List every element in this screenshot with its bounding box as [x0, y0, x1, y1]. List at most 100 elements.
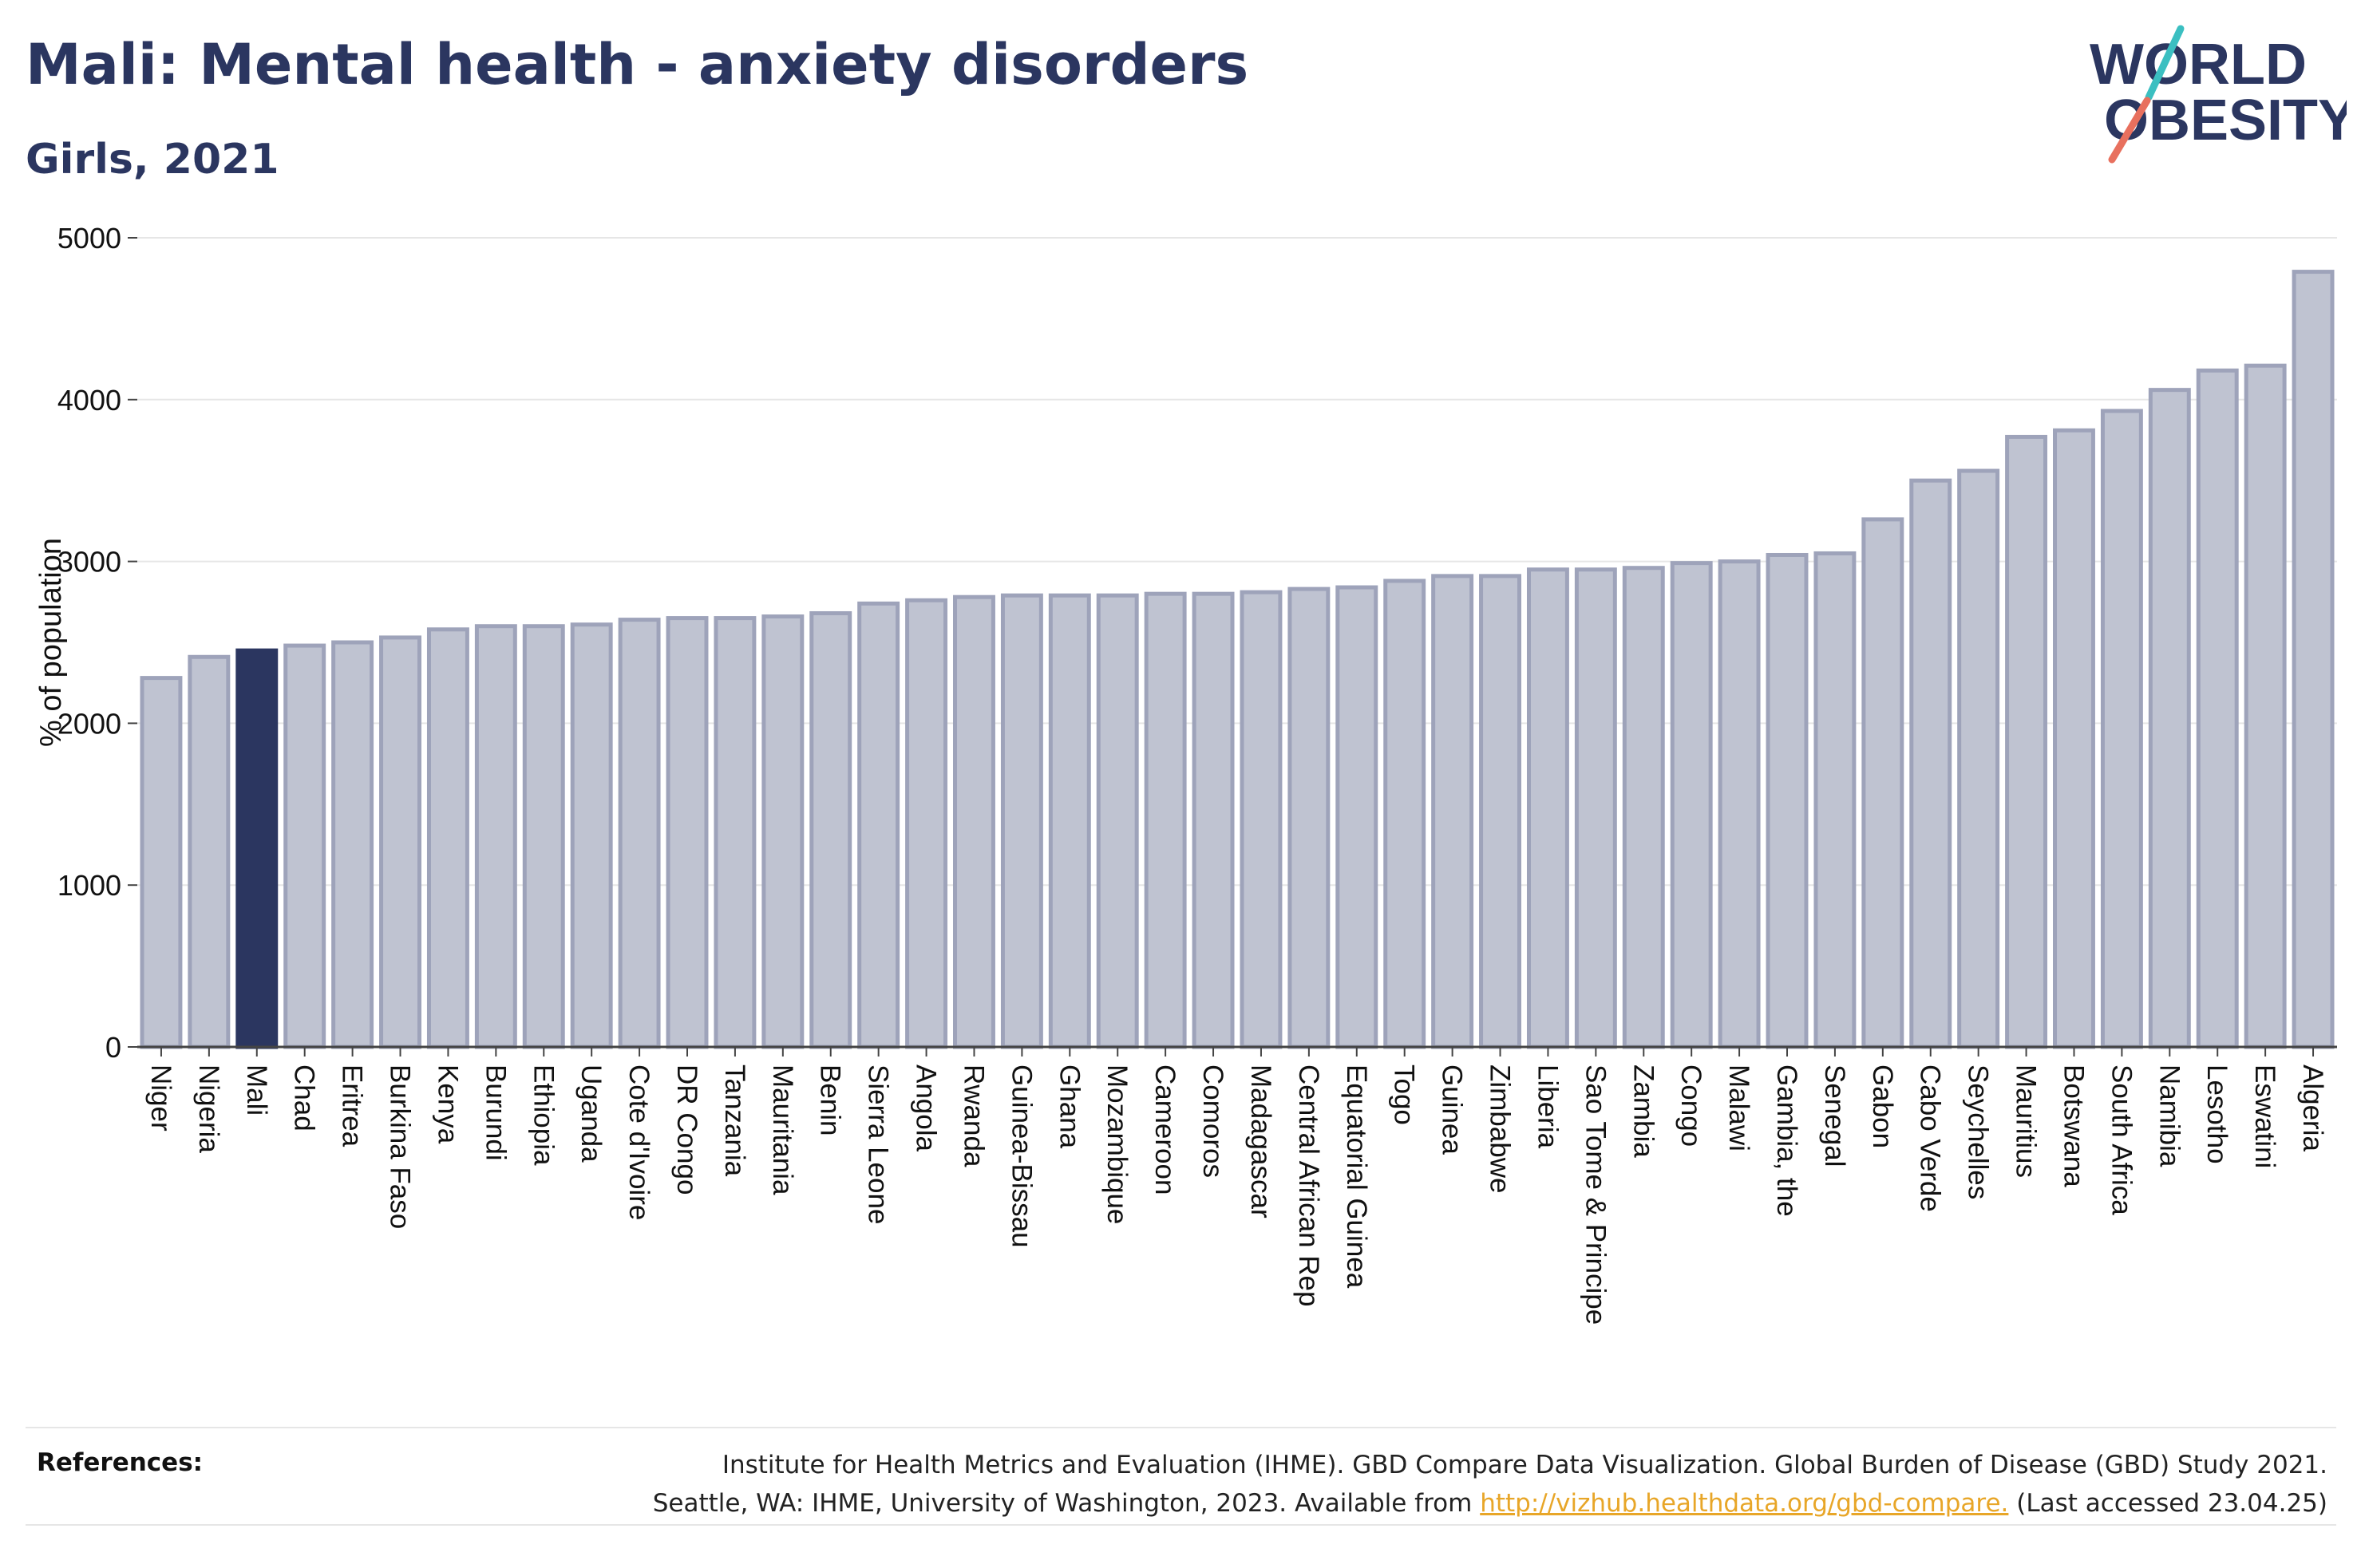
x-tick-label: Sao Tome & Principe: [1580, 1064, 1611, 1325]
bar: [522, 624, 565, 1049]
x-tick-label: Tanzania: [719, 1064, 750, 1177]
reference-line-2-prefix: Seattle, WA: IHME, University of Washing…: [652, 1489, 1481, 1518]
x-tick-label: Rwanda: [958, 1064, 989, 1167]
x-tick-label: Cote d'Ivoire: [623, 1064, 655, 1220]
x-tick-label: Ghana: [1054, 1064, 1085, 1149]
bar: [570, 622, 613, 1049]
bar: [1813, 551, 1857, 1049]
bar: [474, 624, 517, 1049]
x-tick-label: Kenya: [432, 1064, 463, 1144]
x-tick-label: Guinea: [1437, 1064, 1468, 1155]
x-tick-label: Lesotho: [2201, 1064, 2232, 1164]
y-axis-ticks: 0 1000 2000 3000 4000 5000: [57, 222, 137, 1064]
logo-word-world: WORLD: [2090, 33, 2307, 97]
references-top-rule: [26, 1427, 2336, 1428]
x-tick-label: Botswana: [2058, 1064, 2089, 1187]
bar: [618, 618, 661, 1049]
bar: [666, 616, 709, 1049]
bar: [1287, 587, 1331, 1049]
x-tick-label: Zambia: [1627, 1064, 1659, 1158]
bar: [1479, 574, 1521, 1049]
x-tick-label: Benin: [815, 1064, 846, 1136]
bar: [140, 676, 183, 1049]
x-tick-label: Mauritania: [767, 1064, 798, 1195]
x-tick-label: Central African Rep: [1293, 1064, 1324, 1306]
x-tick-label: Zimbabwe: [1485, 1064, 1516, 1193]
x-tick-label: Comoros: [1197, 1064, 1228, 1178]
bar: [331, 640, 374, 1049]
bar: [283, 643, 326, 1049]
x-tick-label: Gabon: [1867, 1064, 1898, 1148]
bar: [2244, 363, 2287, 1049]
y-tick-label: 4000: [57, 384, 121, 417]
x-tick-label: Uganda: [575, 1064, 607, 1163]
x-tick-label: Cabo Verde: [1915, 1064, 1946, 1212]
bar: [426, 627, 469, 1049]
references-label: References:: [37, 1448, 204, 1477]
bar-chart: 0 1000 2000 3000 4000 5000 Niger Nigeria Mali Ch…: [34, 222, 2337, 1325]
y-tick-label: 5000: [57, 222, 121, 255]
bar: [953, 594, 995, 1049]
bar: [1526, 567, 1569, 1049]
x-tick-label: Guinea-Bissau: [1006, 1064, 1037, 1248]
bar: [379, 635, 421, 1049]
bar: [1861, 517, 1904, 1049]
bar: [2005, 434, 2048, 1049]
bar: [1718, 559, 1761, 1049]
bar: [1670, 561, 1713, 1049]
bar: [1622, 566, 1665, 1049]
bar: [1383, 579, 1426, 1049]
bars: [140, 270, 2335, 1049]
x-tick-label: Mauritius: [2011, 1064, 2042, 1178]
bar: [2148, 388, 2191, 1049]
y-tick-label: 3000: [57, 546, 121, 579]
x-tick-label: Cameroon: [1149, 1064, 1180, 1195]
x-tick-label: Equatorial Guinea: [1341, 1064, 1372, 1289]
reference-line-2: Seattle, WA: IHME, University of Washing…: [653, 1484, 2327, 1523]
references-text: Institute for Health Metrics and Evaluat…: [653, 1446, 2327, 1523]
bar: [2053, 428, 2095, 1049]
bar: [1192, 591, 1235, 1049]
bar: [1574, 567, 1617, 1049]
bar: [857, 601, 900, 1049]
y-tick-label: 0: [105, 1031, 121, 1064]
bar: [1957, 468, 2000, 1049]
bar: [188, 654, 231, 1049]
x-tick-label: Sierra Leone: [863, 1064, 894, 1224]
x-axis-ticks: Niger Nigeria Mali Chad Eritrea Burkina Faso K…: [145, 1047, 2328, 1325]
x-tick-label: Gambia, the: [1771, 1064, 1802, 1217]
x-tick-label: Eswatini: [2249, 1064, 2280, 1168]
reference-line-2-suffix: (Last accessed 23.04.25): [2008, 1489, 2327, 1518]
x-tick-label: Angola: [911, 1064, 942, 1152]
world-obesity-logo: WORLD OBESITY: [2090, 25, 2347, 164]
x-tick-label: Mali: [241, 1064, 272, 1116]
bar: [1048, 593, 1091, 1049]
x-tick-label: Eritrea: [337, 1064, 368, 1147]
reference-link[interactable]: http://vizhub.healthdata.org/gbd-compare…: [1480, 1489, 2009, 1518]
x-tick-label: Seychelles: [1963, 1064, 1994, 1199]
bar: [1144, 591, 1187, 1049]
bar: [2100, 409, 2143, 1049]
reference-line-1: Institute for Health Metrics and Evaluat…: [722, 1451, 2327, 1479]
x-tick-label: Niger: [145, 1064, 176, 1132]
bar-highlight: [235, 648, 279, 1049]
references-bottom-rule: [26, 1524, 2336, 1526]
page-title: Mali: Mental health - anxiety disorders: [26, 32, 1249, 97]
x-tick-label: Ethiopia: [528, 1064, 559, 1166]
x-tick-label: Congo: [1675, 1064, 1706, 1147]
x-tick-label: Malawi: [1723, 1064, 1754, 1151]
bar: [809, 610, 852, 1049]
y-axis-label: % of population: [34, 538, 68, 747]
logo-slash-top: [2145, 25, 2185, 101]
x-tick-label: Algeria: [2297, 1064, 2328, 1151]
y-tick-label: 1000: [57, 869, 121, 902]
bar: [761, 614, 805, 1049]
x-tick-label: Chad: [289, 1064, 320, 1132]
x-tick-label: Burundi: [480, 1064, 511, 1161]
logo-slash-bottom: [2108, 97, 2151, 164]
bar: [1431, 574, 1474, 1049]
bar: [1335, 585, 1378, 1049]
x-tick-label: Madagascar: [1245, 1064, 1276, 1218]
x-tick-label: DR Congo: [671, 1064, 702, 1195]
bar: [1909, 478, 1952, 1049]
